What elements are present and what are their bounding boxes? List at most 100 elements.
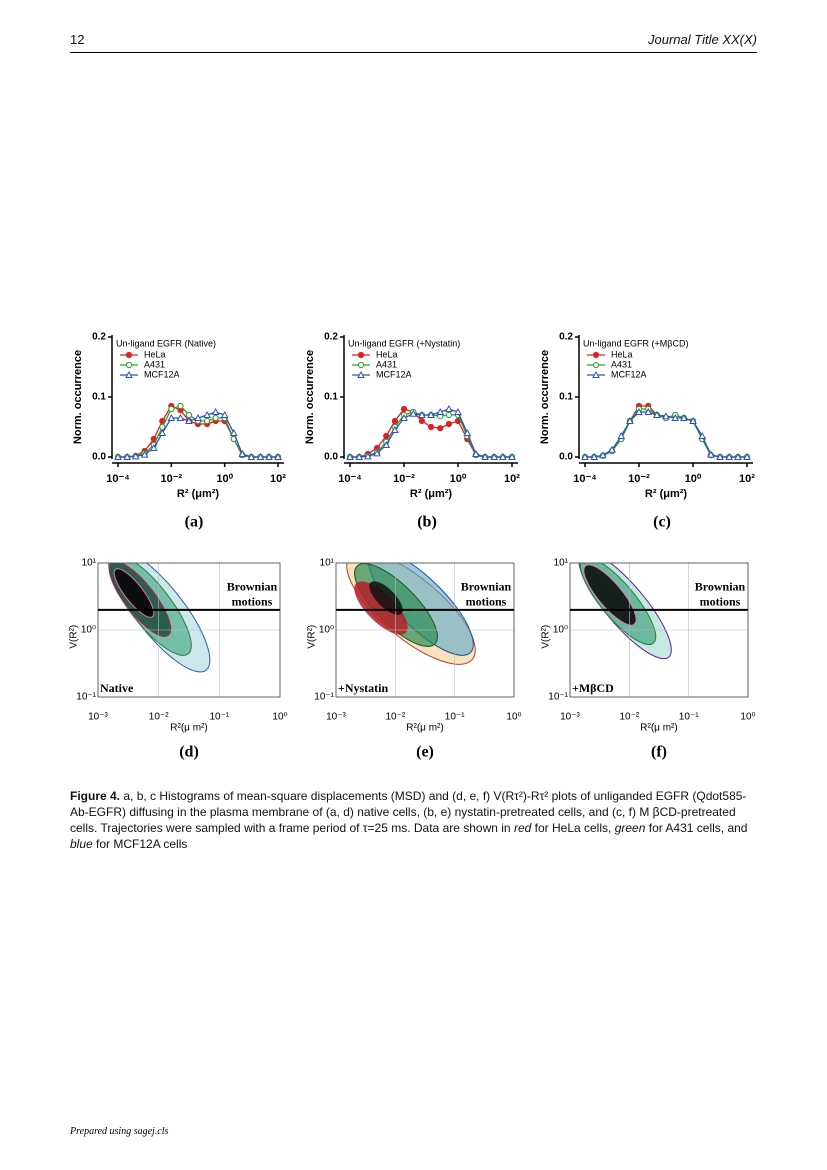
marker [427, 410, 435, 418]
y-axis-label: V(R²) [307, 625, 318, 649]
x-tick-label: 10⁻² [385, 712, 405, 723]
marker [680, 413, 688, 421]
caption-label: Figure 4. [70, 789, 121, 803]
marker [436, 407, 445, 415]
marker [274, 452, 282, 460]
x-tick-label: 10⁰ [685, 473, 702, 485]
legend-label: MCF12A [376, 369, 412, 379]
marker [427, 423, 435, 431]
annotation: Brownian [227, 580, 278, 594]
y-tick-label: 0.2 [324, 332, 338, 343]
panel-label: (b) [417, 514, 437, 531]
series-line [118, 405, 278, 458]
density-contours [108, 563, 211, 673]
marker [599, 451, 607, 459]
marker [382, 440, 391, 448]
marker [626, 416, 634, 424]
x-tick-label: 10⁻¹ [445, 712, 465, 723]
legend-label: MCF12A [144, 369, 180, 379]
legend-marker [592, 361, 600, 369]
marker [644, 407, 653, 415]
x-tick-label: 10⁻³ [326, 712, 346, 723]
chart-title: Un-ligand EGFR (Native) [116, 338, 216, 348]
x-tick-label: 10⁰ [272, 712, 287, 723]
y-tick-label: 0.0 [92, 452, 106, 463]
x-tick-label: 10⁻² [619, 712, 639, 723]
annotation: motions [466, 595, 507, 609]
chart-title: Un-ligand EGFR (+Nystatin) [348, 338, 460, 348]
x-tick-label: 10⁻² [149, 712, 169, 723]
y-tick-label: 10⁰ [319, 625, 334, 636]
marker [247, 452, 256, 460]
plot-frame [569, 562, 749, 698]
legend-marker [357, 370, 365, 378]
x-tick-label: 10² [504, 473, 520, 485]
marker [149, 443, 158, 451]
marker [716, 452, 724, 460]
page-number: 12 [70, 32, 85, 47]
marker [355, 452, 364, 460]
marker [445, 404, 453, 412]
marker [229, 428, 238, 436]
y-tick-label: 10⁰ [81, 625, 96, 636]
x-tick-label: 10⁻² [160, 473, 182, 485]
caption-text: for A431 cells, and [648, 821, 748, 835]
legend-label: MCF12A [611, 369, 647, 379]
annotation: motions [232, 595, 273, 609]
marker [114, 452, 122, 460]
plot-frame [97, 562, 281, 698]
x-axis-label: R²(μ m²) [640, 723, 677, 734]
condition-label: +Nystatin [338, 681, 389, 695]
marker [158, 428, 167, 436]
figure-caption: Figure 4. a, b, c Histograms of mean-squ… [70, 788, 762, 852]
y-tick-label: 10⁰ [553, 625, 568, 636]
y-tick-label: 0.1 [559, 392, 573, 403]
condition-label: Native [100, 681, 134, 695]
marker [346, 452, 354, 460]
marker [211, 407, 220, 415]
marker [707, 450, 715, 458]
legend-marker [125, 370, 133, 378]
marker [194, 413, 202, 421]
marker [418, 410, 426, 418]
marker [481, 452, 489, 460]
marker [203, 410, 211, 418]
x-tick-label: 10⁻¹ [679, 712, 699, 723]
y-tick-label: 0.1 [92, 392, 106, 403]
marker [445, 411, 452, 419]
marker [265, 452, 273, 460]
condition-label: +MβCD [572, 681, 614, 695]
annotation: Brownian [695, 580, 746, 594]
marker [418, 417, 425, 425]
density-contours [346, 563, 476, 665]
marker [238, 449, 247, 457]
marker [445, 420, 452, 428]
annotation: Brownian [461, 580, 512, 594]
panel-label: (c) [653, 514, 671, 531]
x-tick-label: 10⁻⁴ [338, 473, 361, 485]
marker [635, 407, 643, 415]
x-axis-label: R² (μm²) [645, 488, 688, 500]
y-tick-label: 10¹ [320, 558, 335, 569]
x-axis-label: R² (μm²) [410, 488, 453, 500]
caption-text: blue [70, 837, 93, 851]
marker [437, 425, 444, 432]
x-tick-label: 10⁰ [506, 712, 521, 723]
plot-frame [335, 562, 515, 698]
series-line [118, 405, 278, 458]
marker [617, 431, 626, 439]
y-tick-label: 10¹ [554, 558, 569, 569]
legend-label: HeLa [611, 349, 633, 359]
legend-marker [592, 351, 600, 359]
x-tick-label: 10² [270, 473, 286, 485]
x-axis-label: R²(μ m²) [170, 723, 207, 734]
marker [176, 413, 185, 421]
caption-text: for MCF12A cells [96, 837, 188, 851]
x-tick-label: 10⁻⁴ [573, 473, 596, 485]
panel-label: (f) [651, 744, 667, 760]
marker [743, 452, 751, 460]
legend-marker [125, 351, 133, 359]
x-tick-label: 10⁰ [450, 473, 467, 485]
y-tick-label: 0.1 [324, 392, 338, 403]
